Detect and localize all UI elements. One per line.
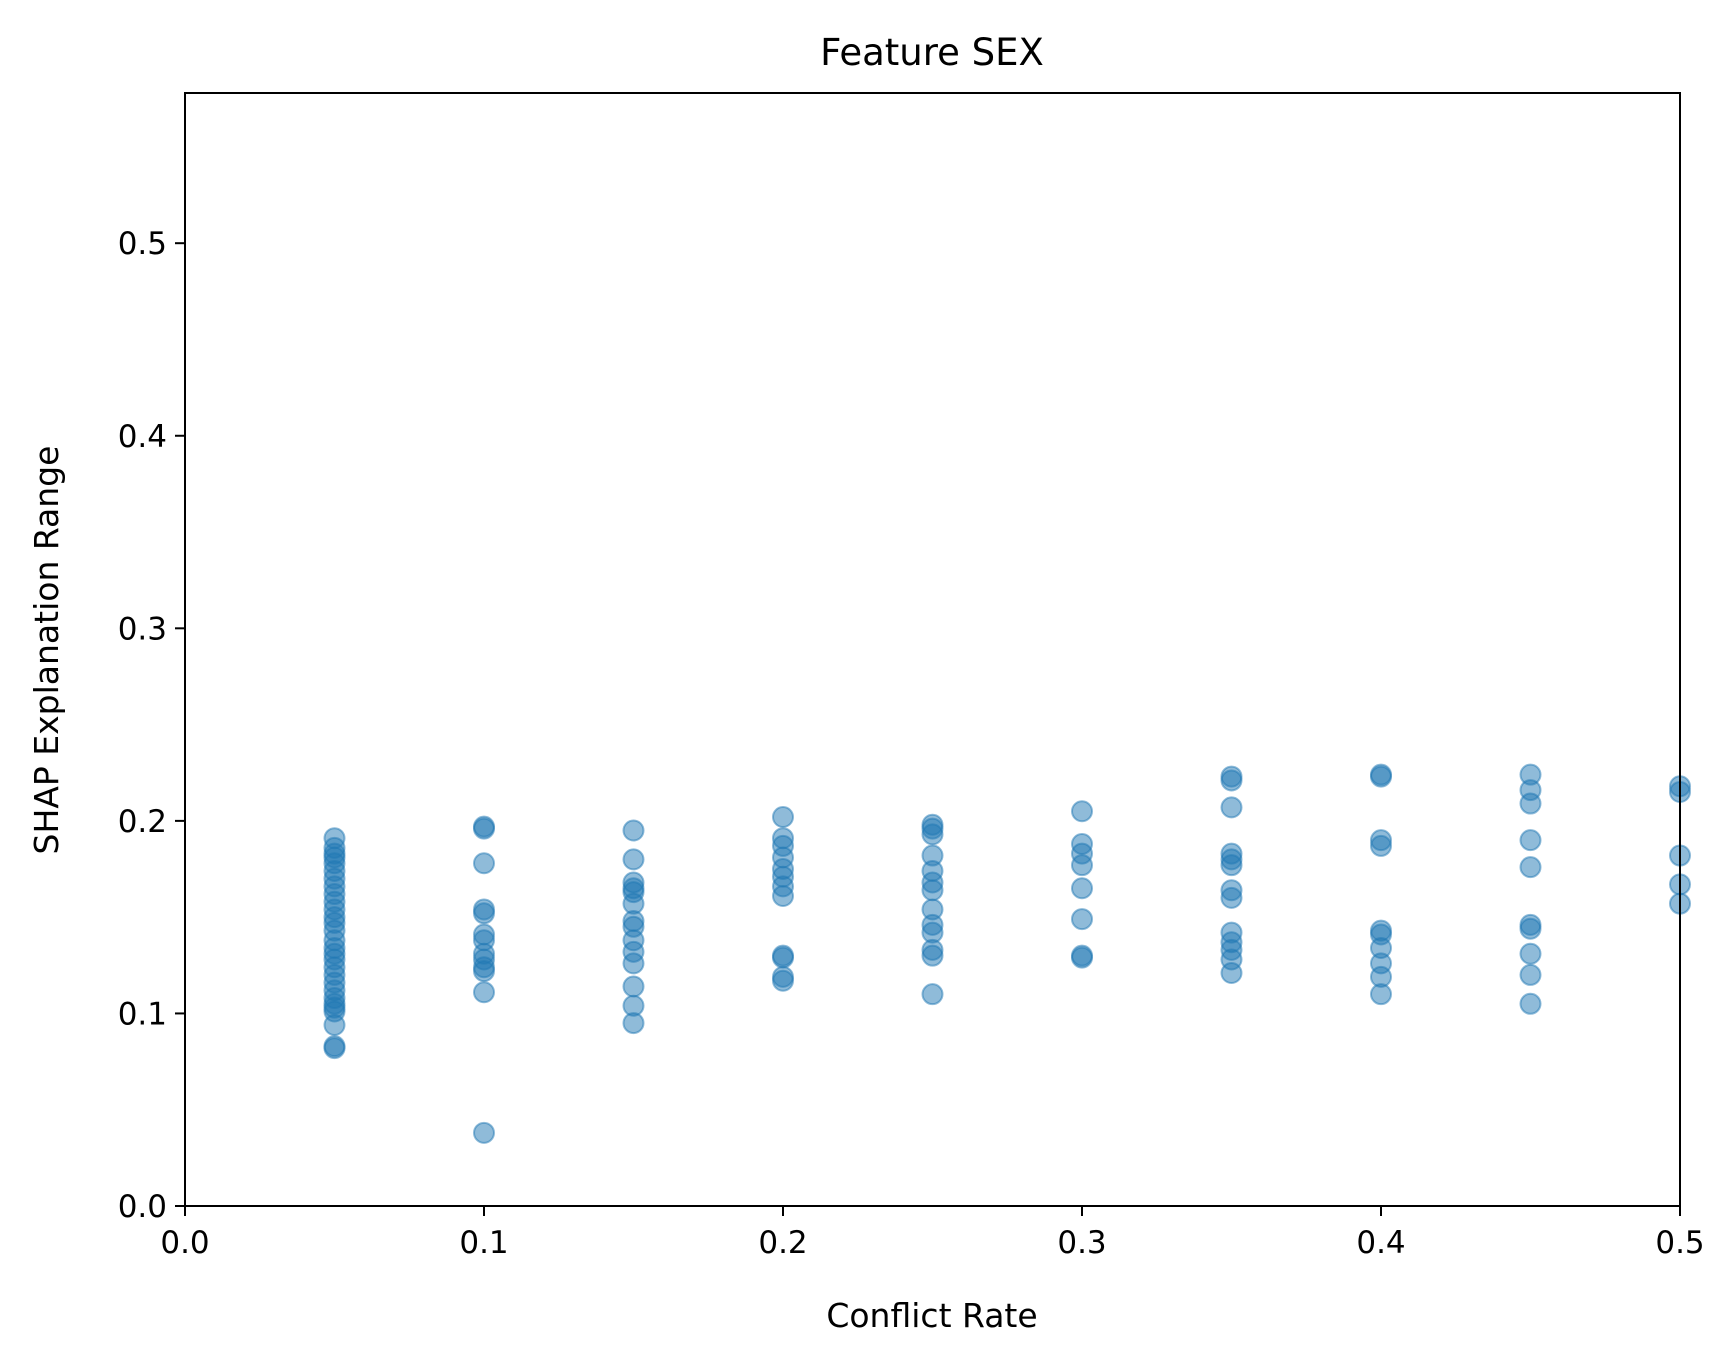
scatter-point <box>772 806 794 829</box>
ticks-layer: 0.0 0.1 0.2 0.3 0.4 0.5 0.0 0.1 0.2 0.3 0.4 0.5 <box>118 226 1705 1261</box>
scatter-point <box>1519 792 1542 815</box>
scatter-point <box>921 944 944 967</box>
scatter-point <box>1519 992 1542 1015</box>
x-tick-label: 0.0 <box>160 1225 209 1261</box>
y-tick-label: 0.3 <box>118 611 167 647</box>
scatter-point <box>473 852 495 875</box>
scatter-point <box>622 848 645 871</box>
scatter-point <box>473 960 495 983</box>
scatter-point <box>622 952 645 975</box>
y-tick-label: 0.2 <box>118 804 167 840</box>
scatter-point <box>1370 765 1392 788</box>
scatter-point <box>921 823 944 846</box>
scatter-point <box>1519 917 1542 940</box>
scatter-point <box>772 884 794 907</box>
scatter-point <box>473 1121 495 1144</box>
scatter-point <box>1370 834 1392 857</box>
scatter-point <box>473 981 495 1004</box>
scatter-point <box>473 817 495 840</box>
scatter-point <box>473 902 495 925</box>
x-tick-label: 0.1 <box>459 1225 508 1261</box>
x-tick-label: 0.2 <box>758 1225 807 1261</box>
points-layer <box>323 763 1691 1144</box>
scatter-point <box>1071 908 1093 931</box>
scatter-point <box>1071 877 1093 900</box>
scatter-point <box>1220 796 1243 819</box>
y-tick-label: 0.5 <box>118 226 167 262</box>
x-tick-label: 0.3 <box>1057 1225 1106 1261</box>
plot-frame <box>184 92 1681 1207</box>
y-tick-label: 0.1 <box>118 996 167 1032</box>
scatter-point <box>622 819 645 842</box>
scatter-point <box>622 1012 645 1035</box>
scatter-point <box>921 879 944 902</box>
scatter-point <box>1519 963 1542 986</box>
scatter-point <box>323 1013 346 1036</box>
y-axis-label: SHAP Explanation Range <box>27 446 66 855</box>
scatter-point <box>1220 854 1243 877</box>
scatter-point <box>622 975 645 998</box>
scatter-point <box>772 946 794 969</box>
y-tick-label: 0.0 <box>118 1189 167 1225</box>
scatter-point <box>1370 983 1392 1006</box>
scatter-point <box>323 1037 346 1060</box>
scatter-point <box>1519 829 1542 852</box>
scatter-point <box>921 983 944 1006</box>
scatter-point <box>1519 942 1542 965</box>
scatter-point <box>772 969 794 992</box>
x-axis-label: Conflict Rate <box>826 1296 1037 1335</box>
scatter-point <box>1220 962 1243 985</box>
scatter-point <box>1220 886 1243 909</box>
y-tick-label: 0.4 <box>118 419 167 455</box>
scatter-point <box>1071 854 1093 877</box>
x-tick-label: 0.5 <box>1655 1225 1704 1261</box>
scatter-point <box>1071 946 1093 969</box>
scatter-point <box>1220 769 1243 792</box>
scatter-point <box>1071 800 1093 823</box>
x-tick-label: 0.4 <box>1356 1225 1405 1261</box>
chart-title: Feature SEX <box>820 31 1044 74</box>
scatter-point <box>1519 856 1542 879</box>
